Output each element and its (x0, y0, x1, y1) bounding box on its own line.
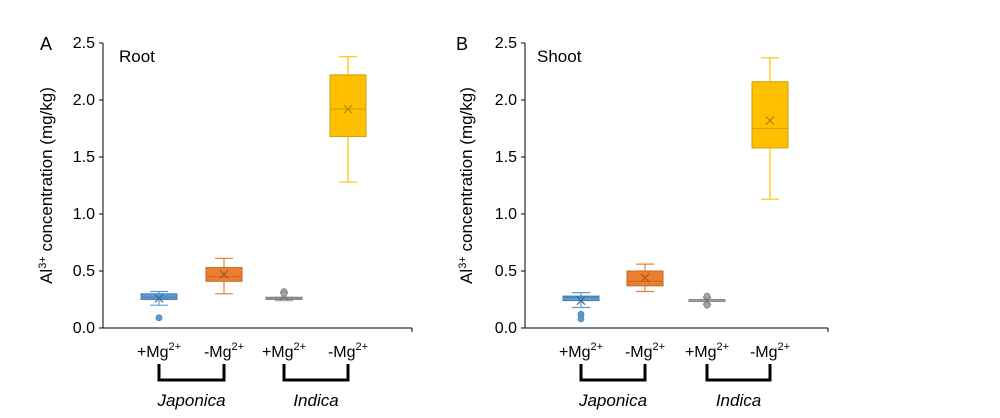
y-tick-label: 1.5 (73, 149, 95, 166)
group-bracket (705, 364, 772, 382)
box-3 (265, 288, 303, 302)
group-bracket (282, 364, 350, 382)
group-bracket (579, 364, 647, 382)
group-bracket (157, 364, 226, 382)
y-axis-label-post: concentration (mg/kg) (457, 87, 476, 256)
box-2 (626, 263, 664, 293)
y-axis-label-pre: Al (457, 269, 476, 284)
y-axis-label-sup: 3+ (37, 256, 49, 269)
category-label-base: +Mg (137, 344, 169, 361)
category-label-sup: 2+ (356, 341, 369, 353)
panel-title: Root (119, 47, 155, 66)
y-tick-label: 2.5 (73, 35, 95, 52)
category-label-base: -Mg (625, 344, 653, 361)
box-1 (562, 292, 600, 323)
outlier-point (577, 315, 585, 323)
y-tick-label: 1.0 (495, 206, 517, 223)
y-axis-label-post: concentration (mg/kg) (37, 87, 56, 256)
category-label: -Mg2+ (328, 341, 368, 361)
group-label: Japonica (578, 391, 647, 410)
y-tick-label: 2.5 (495, 35, 517, 52)
category-label-sup: 2+ (717, 341, 730, 353)
category-label-base: -Mg (328, 344, 356, 361)
panel-letter: A (40, 34, 52, 54)
category-label: -Mg2+ (625, 341, 665, 361)
panel-title: Shoot (537, 47, 582, 66)
category-label-base: -Mg (204, 344, 232, 361)
box-4 (329, 56, 367, 183)
y-tick-label: 0.5 (495, 263, 517, 280)
group-label: Indica (293, 391, 338, 410)
y-tick-label: 1.5 (495, 149, 517, 166)
y-tick-label: 0.0 (495, 320, 517, 337)
y-tick-label: 2.0 (495, 92, 517, 109)
y-tick-label: 1.0 (73, 206, 95, 223)
mean-marker (640, 273, 650, 283)
panel-a: 0.0 0.5 1.0 1.5 2.0 2.5 A Root Al3+ concentratio… (37, 34, 413, 410)
category-label-sup: 2+ (653, 341, 666, 353)
category-label-sup: 2+ (232, 341, 245, 353)
box-3 (688, 292, 726, 309)
box-iqr (140, 293, 178, 300)
mean-marker (219, 269, 229, 279)
box-iqr (329, 74, 367, 137)
y-tick-label: 0.0 (73, 320, 95, 337)
y-tick-label: 2.0 (73, 92, 95, 109)
box-2 (205, 257, 243, 295)
mean-marker (576, 296, 586, 306)
y-axis-label: Al3+ concentration (mg/kg) (37, 87, 56, 284)
outlier-point (703, 292, 711, 300)
box-1 (140, 290, 178, 322)
outlier-point (703, 301, 711, 309)
y-axis-label-sup: 3+ (457, 256, 469, 269)
mean-marker (343, 104, 353, 114)
y-tick-label: 0.5 (73, 263, 95, 280)
category-label: +Mg2+ (137, 341, 181, 361)
panel-letter: B (456, 34, 468, 54)
panel-b: 0.0 0.5 1.0 1.5 2.0 2.5 B Shoot Al3+ concentrati… (456, 34, 829, 410)
category-label: +Mg2+ (685, 341, 729, 361)
outlier-point (155, 314, 163, 322)
category-label-base: -Mg (750, 344, 778, 361)
category-label: +Mg2+ (262, 341, 306, 361)
mean-marker (154, 293, 164, 303)
box-4 (751, 57, 789, 200)
group-label: Indica (716, 391, 761, 410)
category-label-sup: 2+ (294, 341, 307, 353)
category-label-base: +Mg (262, 344, 294, 361)
box-iqr (751, 81, 789, 149)
category-label-sup: 2+ (591, 341, 604, 353)
group-label: Japonica (156, 391, 225, 410)
category-label-sup: 2+ (778, 341, 791, 353)
category-label: +Mg2+ (559, 341, 603, 361)
category-label-base: +Mg (685, 344, 717, 361)
category-label: -Mg2+ (204, 341, 244, 361)
y-axis-label-pre: Al (37, 269, 56, 284)
outlier-point (280, 290, 288, 298)
y-axis-label: Al3+ concentration (mg/kg) (457, 87, 476, 284)
category-label-base: +Mg (559, 344, 591, 361)
category-label: -Mg2+ (750, 341, 790, 361)
category-label-sup: 2+ (169, 341, 182, 353)
mean-marker (765, 116, 775, 125)
